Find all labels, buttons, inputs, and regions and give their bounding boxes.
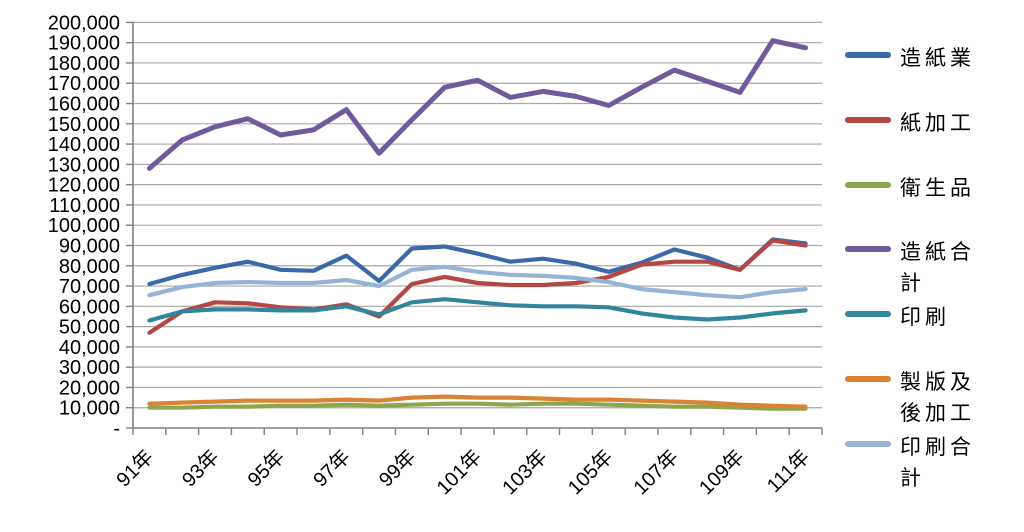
legend-swatch-icon — [845, 52, 891, 58]
x-axis-label: 111年 — [762, 445, 814, 497]
legend-swatch-icon — [845, 117, 891, 123]
legend-label: 製版及後加工 — [900, 371, 975, 425]
x-axis-label: 91年 — [112, 445, 158, 491]
y-axis-label: 110,000 — [49, 195, 120, 217]
legend-item-1: 造紙業 — [845, 43, 978, 74]
y-axis-label: 60,000 — [59, 296, 120, 318]
y-axis-label: - — [113, 418, 120, 440]
y-axis-label: 160,000 — [48, 94, 120, 116]
y-axis-label: 180,000 — [48, 53, 120, 75]
y-axis-label: 10,000 — [59, 398, 120, 420]
x-axis-label: 101年 — [432, 445, 486, 499]
legend-label: 造紙業 — [900, 47, 975, 70]
series-line-5 — [147, 297, 808, 323]
legend-item-2: 紙加工 — [845, 108, 978, 139]
x-axis-label: 105年 — [563, 445, 617, 499]
y-axis-label: 30,000 — [59, 357, 120, 379]
series-line-6 — [147, 394, 808, 409]
y-axis-label: 120,000 — [48, 175, 120, 197]
x-axis-label: 109年 — [695, 445, 749, 499]
x-axis-label: 95年 — [243, 445, 289, 491]
legend-item-3: 衛生品 — [845, 173, 978, 204]
series-line-7 — [147, 264, 808, 300]
y-axis-label: 190,000 — [48, 33, 120, 55]
y-axis-label: 140,000 — [48, 134, 120, 156]
series-line-2 — [147, 238, 808, 335]
x-axis-label: 99年 — [374, 445, 420, 491]
legend-label: 印刷合計 — [900, 436, 975, 490]
legend-swatch-icon — [845, 246, 891, 252]
y-axis-label: 80,000 — [59, 256, 120, 278]
chart-legend: 造紙業紙加工衛生品造紙合計印刷製版及後加工 印刷合計 — [845, 0, 1023, 532]
y-axis-label: 200,000 — [48, 12, 120, 34]
series-line-1 — [147, 237, 808, 287]
series-line-3 — [147, 401, 808, 411]
legend-swatch-icon — [845, 376, 891, 382]
y-axis-label: 130,000 — [48, 154, 120, 176]
y-axis-label: 50,000 — [59, 317, 120, 339]
x-axis-label: 103年 — [498, 445, 552, 499]
legend-item-6: 製版及後加工 — [845, 367, 978, 429]
legend-swatch-icon — [845, 182, 891, 188]
y-axis-label: 100,000 — [48, 215, 120, 237]
y-axis-label: 90,000 — [59, 235, 120, 257]
y-axis-label: 20,000 — [59, 377, 120, 399]
legend-item-7: 印刷合計 — [845, 432, 978, 494]
y-axis-label: 70,000 — [59, 276, 120, 298]
legend-label: 造紙合計 — [900, 241, 975, 295]
x-axis-label: 93年 — [177, 445, 223, 491]
legend-label: 印刷 — [900, 306, 950, 329]
y-axis-label: 150,000 — [48, 114, 120, 136]
series-line-4 — [146, 38, 809, 171]
y-axis-label: 170,000 — [48, 73, 120, 95]
legend-item-4: 造紙合計 — [845, 237, 978, 299]
x-axis-label: 107年 — [629, 445, 683, 499]
legend-swatch-icon — [845, 441, 891, 447]
legend-swatch-icon — [845, 311, 891, 317]
y-axis-label: 40,000 — [59, 337, 120, 359]
legend-item-5: 印刷 — [845, 302, 978, 333]
legend-label: 衛生品 — [900, 177, 975, 200]
legend-label: 紙加工 — [900, 112, 975, 135]
x-axis-label: 97年 — [309, 445, 355, 491]
